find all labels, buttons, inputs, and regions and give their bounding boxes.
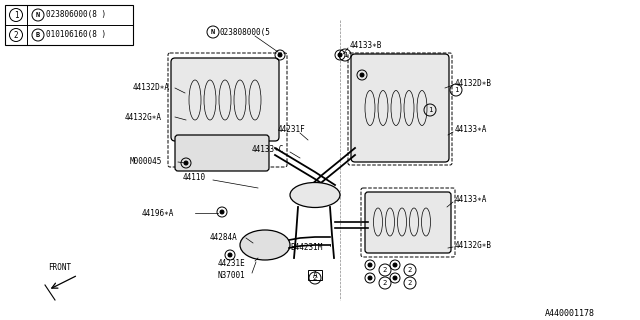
Text: B44231M: B44231M (290, 244, 323, 252)
Text: FRONT: FRONT (49, 263, 72, 273)
Circle shape (360, 73, 364, 77)
Text: N: N (36, 12, 40, 18)
Circle shape (228, 253, 232, 257)
Circle shape (338, 53, 342, 57)
Circle shape (220, 210, 224, 214)
Text: 2: 2 (313, 275, 317, 281)
Circle shape (184, 161, 188, 165)
Text: 44132D∗B: 44132D∗B (455, 78, 492, 87)
Text: N37001: N37001 (218, 270, 246, 279)
Circle shape (393, 276, 397, 280)
Text: 44132G∗B: 44132G∗B (455, 241, 492, 250)
Text: 44133∗A: 44133∗A (455, 125, 488, 134)
Text: 023806000(8 ): 023806000(8 ) (46, 11, 106, 20)
Text: 44132D∗A: 44132D∗A (133, 84, 170, 92)
Circle shape (368, 263, 372, 267)
FancyBboxPatch shape (365, 192, 451, 253)
Text: 44110: 44110 (183, 173, 206, 182)
Circle shape (278, 53, 282, 57)
Text: 2: 2 (408, 267, 412, 273)
Text: 2: 2 (383, 280, 387, 286)
Text: A: A (313, 270, 317, 279)
Text: 44231F: 44231F (278, 125, 306, 134)
FancyBboxPatch shape (175, 135, 269, 171)
Circle shape (368, 276, 372, 280)
Text: 2: 2 (13, 30, 19, 39)
FancyBboxPatch shape (168, 53, 287, 167)
Text: 1: 1 (343, 52, 347, 58)
Ellipse shape (290, 182, 340, 207)
FancyBboxPatch shape (351, 54, 449, 162)
Text: 1: 1 (454, 87, 458, 93)
Text: 44284A: 44284A (210, 234, 237, 243)
Text: 010106160(8 ): 010106160(8 ) (46, 30, 106, 39)
Bar (5, 5, 133, 45)
Text: 2: 2 (408, 280, 412, 286)
Text: 2: 2 (383, 267, 387, 273)
Text: 1: 1 (13, 11, 19, 20)
Text: 44133∗A: 44133∗A (455, 196, 488, 204)
Text: M000045: M000045 (130, 157, 163, 166)
Text: B: B (36, 32, 40, 38)
Text: 44133∗C: 44133∗C (252, 146, 284, 155)
Text: A440001178: A440001178 (545, 309, 595, 318)
Circle shape (393, 263, 397, 267)
Text: 1: 1 (428, 107, 432, 113)
Text: N: N (211, 29, 215, 35)
Text: 44133∗B: 44133∗B (350, 42, 382, 51)
Text: 44132G∗A: 44132G∗A (125, 113, 162, 122)
Ellipse shape (240, 230, 290, 260)
Bar (308, 270, 322, 280)
Text: 44196∗A: 44196∗A (142, 209, 174, 218)
Text: 44231E: 44231E (218, 259, 246, 268)
FancyBboxPatch shape (171, 58, 279, 141)
Text: 023808000(5: 023808000(5 (220, 28, 271, 36)
